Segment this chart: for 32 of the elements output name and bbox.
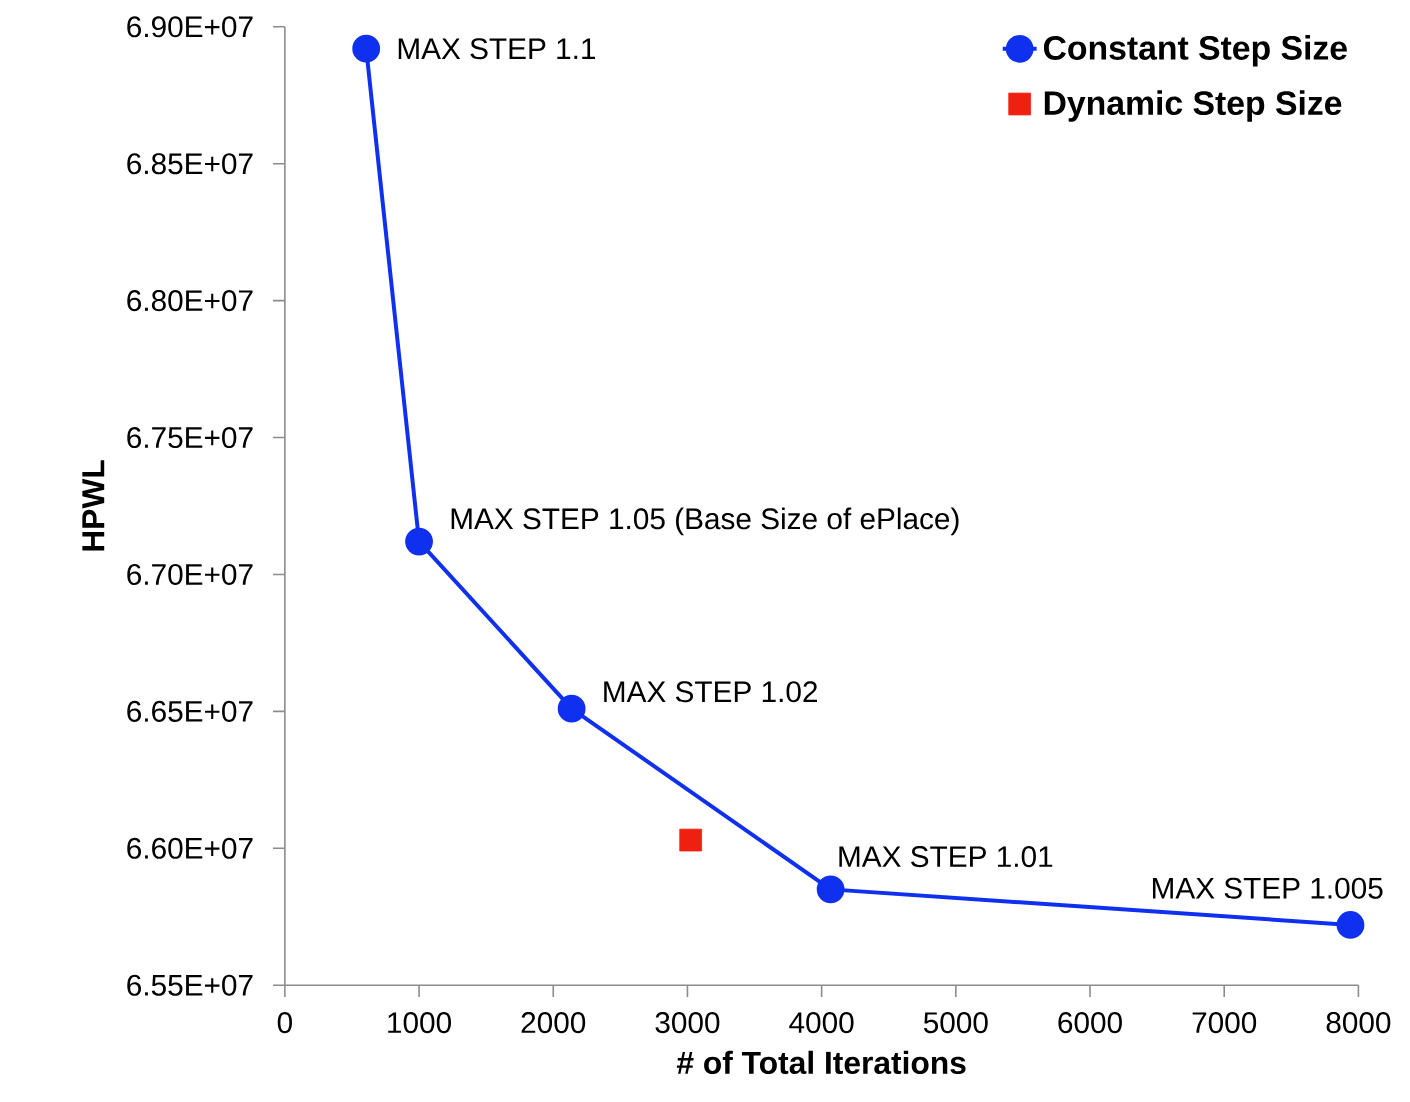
point xyxy=(405,527,433,556)
y-tick-label: 6.80E+07 xyxy=(127,289,253,311)
x-tick-label: 2000 xyxy=(521,1011,586,1033)
point xyxy=(557,694,586,723)
y-axis-title: HPWL xyxy=(82,460,105,551)
y-tick-label: 6.85E+07 xyxy=(127,153,253,175)
y-tick-label: 6.90E+07 xyxy=(127,16,253,38)
x-tick-label: 6000 xyxy=(1058,1011,1122,1033)
x-axis-title: # of Total Iterations xyxy=(676,1050,966,1074)
point xyxy=(1336,910,1365,939)
y-tick-label: 6.55E+07 xyxy=(127,974,253,996)
x-tick-label: 8000 xyxy=(1326,1011,1391,1033)
annotation: MAX STEP 1.1 xyxy=(398,38,596,60)
legend-label: Constant Step Size xyxy=(1043,34,1347,67)
annotation: MAX STEP 1.02 xyxy=(604,681,818,703)
point xyxy=(679,828,702,852)
y-tick-label: 6.75E+07 xyxy=(127,426,253,448)
annotation: MAX STEP 1.005 xyxy=(1152,877,1383,899)
y-tick-label: 6.60E+07 xyxy=(127,837,253,859)
x-tick-label: 5000 xyxy=(923,1011,988,1033)
x-tick-label: 7000 xyxy=(1192,1011,1257,1033)
legend-label: Dynamic Step Size xyxy=(1044,90,1342,122)
x-tick-label: 0 xyxy=(277,1011,292,1033)
point xyxy=(816,875,845,904)
x-tick-label: 4000 xyxy=(789,1011,854,1033)
y-tick-label: 6.70E+07 xyxy=(127,563,253,585)
x-tick-label: 3000 xyxy=(655,1011,720,1033)
annotation: MAX STEP 1.01 xyxy=(839,845,1053,867)
point xyxy=(352,34,381,63)
annotation: MAX STEP 1.05 (Base Size of ePlace) xyxy=(451,507,959,536)
x-tick-label: 1000 xyxy=(388,1011,451,1033)
y-tick-label: 6.65E+07 xyxy=(127,700,253,722)
